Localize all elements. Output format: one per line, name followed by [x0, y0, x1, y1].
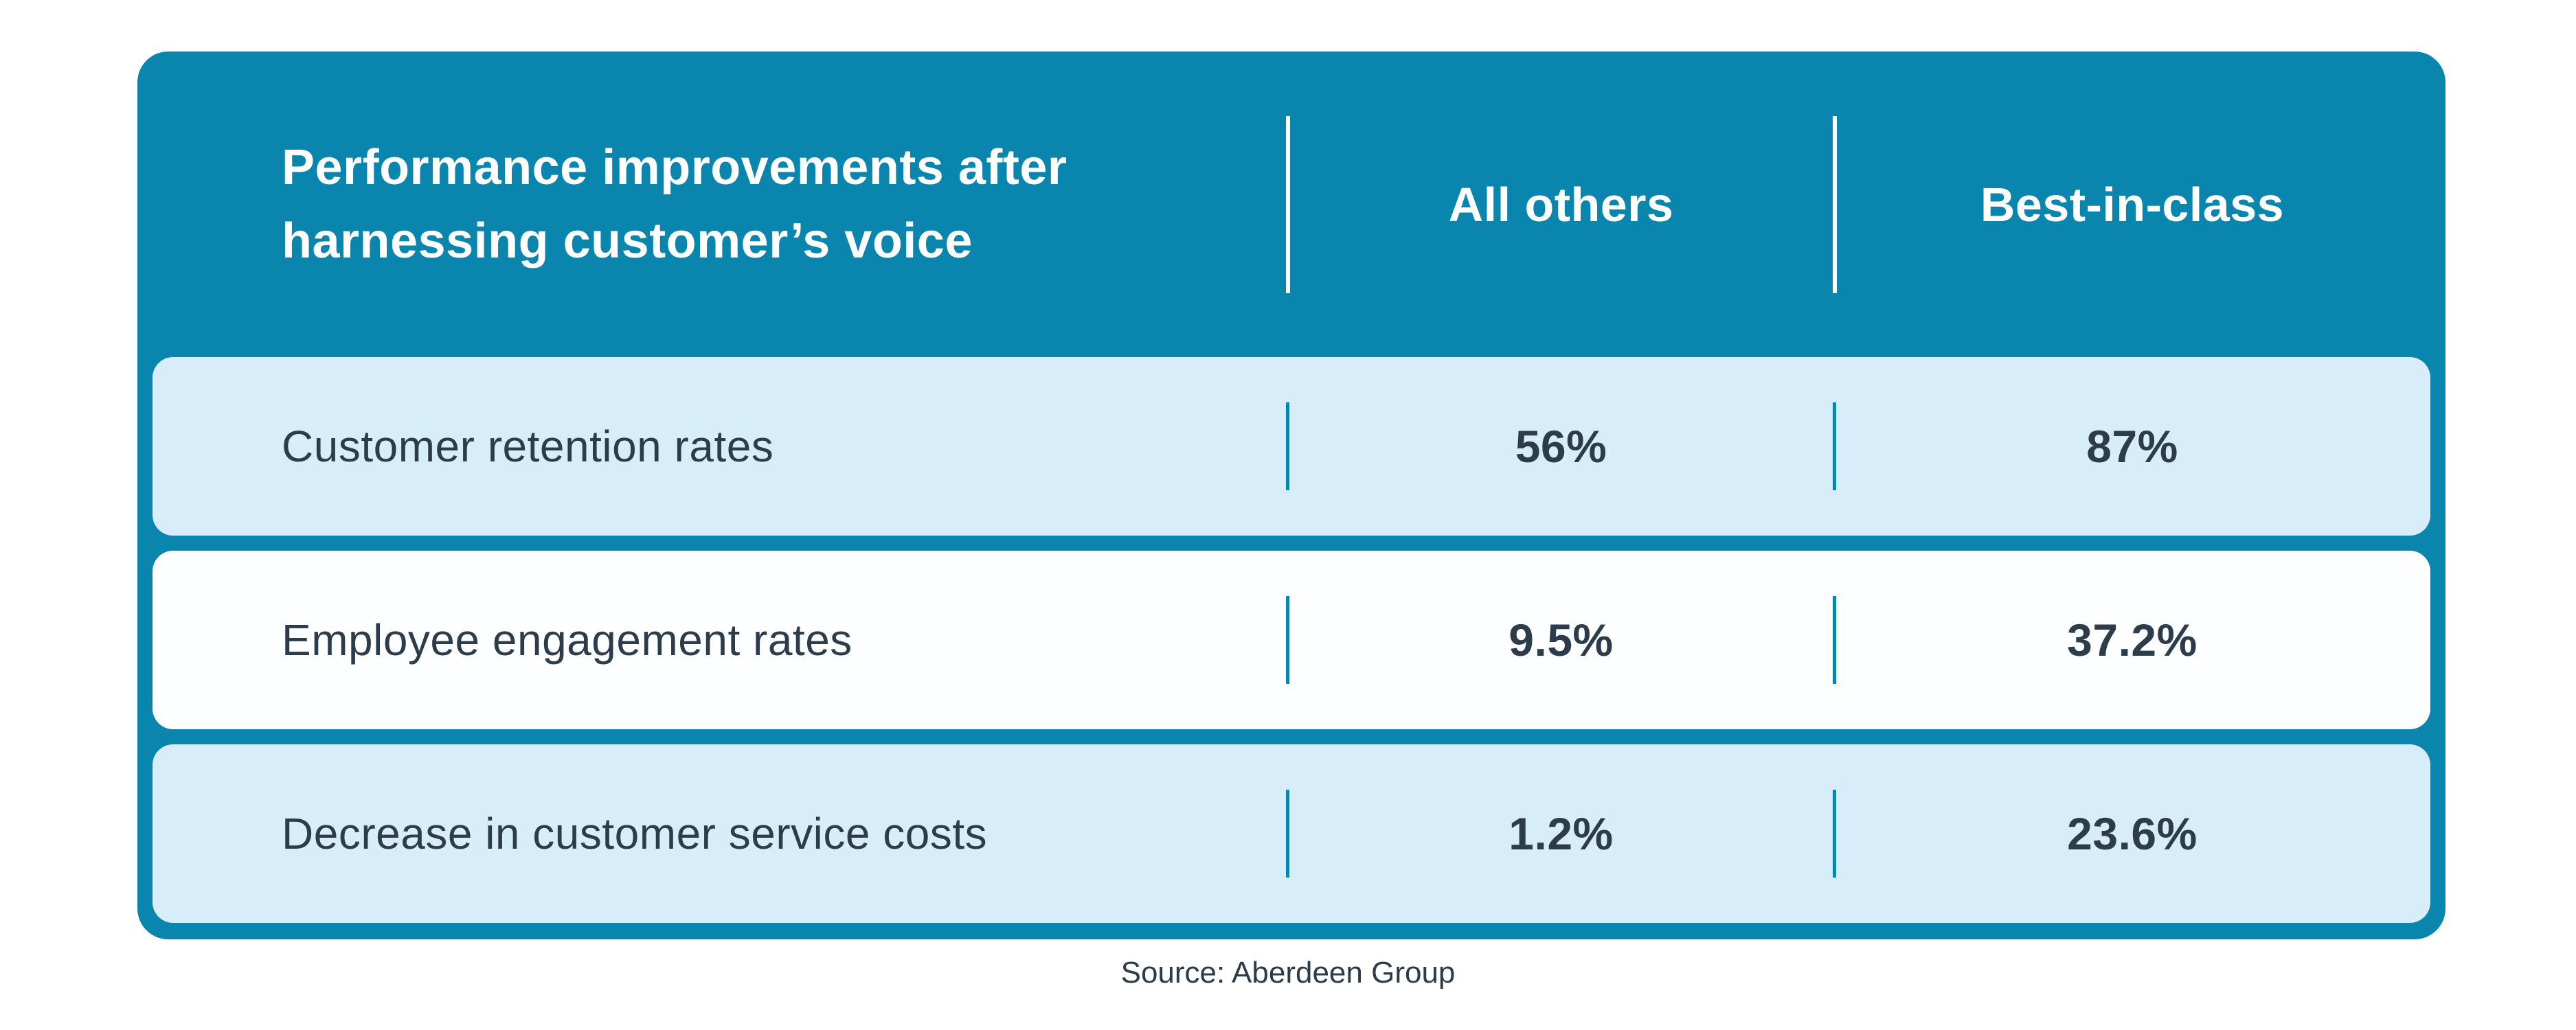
row-label: Decrease in customer service costs — [282, 809, 988, 858]
row-label: Employee engagement rates — [282, 615, 852, 665]
column-header-best-in-class: Best-in-class — [1980, 177, 2285, 231]
row-column-divider — [1286, 402, 1289, 490]
table-header-row: Performance improvements after harnessin… — [152, 52, 2430, 357]
cell-all-others-value: 9.5% — [1509, 615, 1614, 665]
row-column-divider — [1833, 790, 1836, 878]
cell-all-others-value: 56% — [1515, 421, 1607, 472]
row-column-divider — [1286, 790, 1289, 878]
table-row: Customer retention rates 56% 87% — [152, 357, 2430, 536]
cell-best-in-class-value: 23.6% — [2067, 808, 2197, 859]
cell-best-in-class-value: 87% — [2086, 421, 2178, 472]
row-column-divider — [1833, 596, 1836, 684]
cell-all-others-value: 1.2% — [1509, 808, 1614, 859]
table-row: Decrease in customer service costs 1.2% … — [152, 744, 2430, 923]
row-column-divider — [1286, 596, 1289, 684]
table-row: Employee engagement rates 9.5% 37.2% — [152, 551, 2430, 729]
row-column-divider — [1833, 402, 1836, 490]
row-label: Customer retention rates — [282, 422, 774, 471]
source-caption: Source: Aberdeen Group — [1120, 956, 1456, 989]
header-column-divider — [1286, 115, 1290, 293]
comparison-table-card: Performance improvements after harnessin… — [137, 52, 2445, 939]
cell-best-in-class-value: 37.2% — [2067, 615, 2197, 665]
column-header-all-others: All others — [1448, 177, 1674, 231]
header-column-divider — [1833, 115, 1837, 293]
table-title: Performance improvements after harnessin… — [282, 139, 1067, 268]
